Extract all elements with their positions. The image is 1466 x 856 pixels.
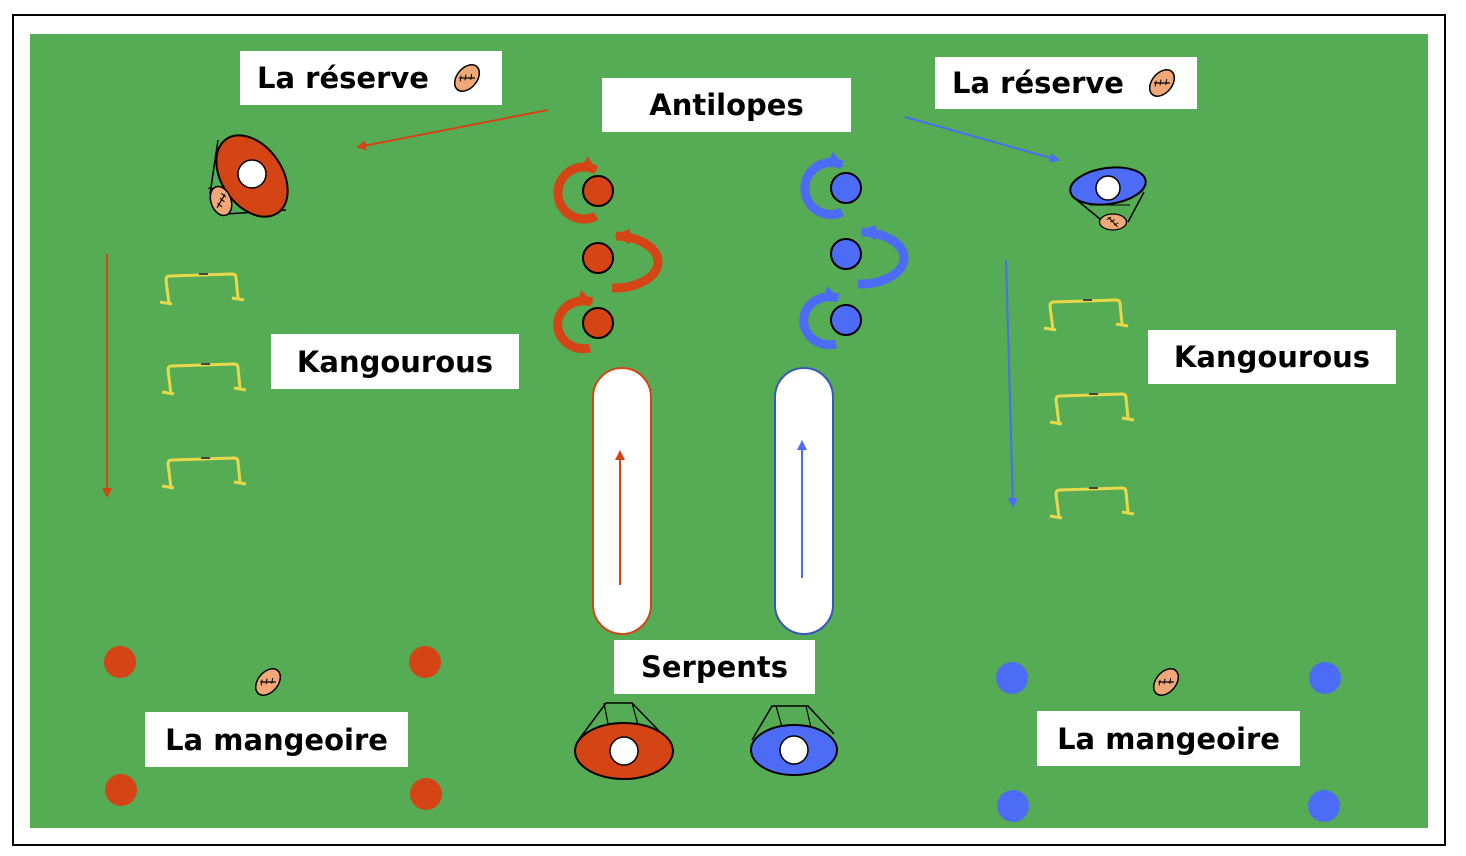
blue-serpents-lane xyxy=(774,367,834,635)
red-serpents-lane xyxy=(592,367,652,635)
blue-mangeoire-zone xyxy=(996,662,1341,822)
red-serpents-cone-icon xyxy=(574,702,674,780)
label-mangeoire-left-text: La mangeoire xyxy=(165,722,388,757)
label-mangeoire-left: La mangeoire xyxy=(145,712,408,767)
blue-player-3 xyxy=(830,304,862,336)
blue-player-1 xyxy=(830,172,862,204)
red-player-2 xyxy=(582,242,614,274)
red-mangeoire-zone xyxy=(104,646,442,810)
label-kangourous-right: Kangourous xyxy=(1148,330,1396,384)
blue-reserve-cone-icon xyxy=(1069,166,1147,231)
label-kangourous-right-text: Kangourous xyxy=(1173,340,1371,374)
label-reserve-left-text: La réserve xyxy=(257,61,429,95)
label-mangeoire-right-text: La mangeoire xyxy=(1057,721,1280,756)
label-serpents-text: Serpents xyxy=(640,650,789,684)
blue-path-arrow-to-reserve xyxy=(904,116,1060,163)
red-player-3 xyxy=(582,307,614,339)
red-reserve-cone-icon xyxy=(205,134,289,220)
label-antilopes-text: Antilopes xyxy=(649,88,804,122)
red-antilopes-weave xyxy=(553,156,663,354)
label-kangourous-left-text: Kangourous xyxy=(296,344,494,379)
label-reserve-right-text: La réserve xyxy=(952,66,1124,100)
ball-icon xyxy=(1143,68,1180,98)
ball-icon xyxy=(448,63,485,93)
label-reserve-right: La réserve xyxy=(935,57,1197,109)
label-kangourous-left: Kangourous xyxy=(271,334,519,389)
red-path-arrow-to-reserve xyxy=(356,109,549,151)
label-reserve-left: La réserve xyxy=(240,51,502,105)
label-serpents: Serpents xyxy=(614,640,815,694)
blue-antilopes-weave xyxy=(799,151,909,350)
blue-serpents-cone-icon xyxy=(750,705,838,776)
blue-player-2 xyxy=(830,238,862,270)
label-antilopes: Antilopes xyxy=(602,78,851,132)
red-player-1 xyxy=(582,175,614,207)
blue-kangourous-arrow xyxy=(1005,259,1018,508)
label-mangeoire-right: La mangeoire xyxy=(1037,711,1300,766)
